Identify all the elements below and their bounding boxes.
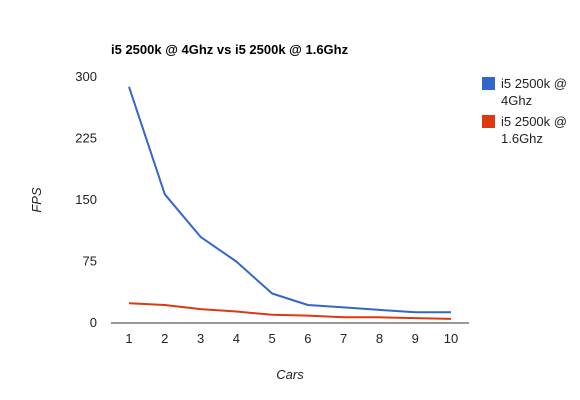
legend-swatch	[482, 115, 495, 128]
chart-title: i5 2500k @ 4Ghz vs i5 2500k @ 1.6Ghz	[111, 42, 349, 57]
legend-label: i5 2500k @	[501, 114, 567, 129]
x-tick-label: 7	[340, 331, 347, 346]
legend-label: i5 2500k @	[501, 76, 567, 91]
x-axis-label: Cars	[276, 367, 304, 382]
legend-label: 4Ghz	[501, 93, 532, 108]
y-tick-label: 0	[90, 315, 97, 330]
x-tick-label: 6	[304, 331, 311, 346]
legend: i5 2500k @ 4Ghz i5 2500k @ 1.6Ghz	[482, 76, 567, 146]
x-tick-label: 9	[412, 331, 419, 346]
series-line-1	[128, 86, 451, 314]
y-tick-label: 75	[83, 254, 97, 269]
y-tick-label: 150	[75, 192, 97, 207]
y-axis-ticks: 0 75 150 225 300	[75, 69, 97, 330]
y-tick-label: 225	[75, 131, 97, 146]
plot-area	[128, 86, 452, 320]
x-tick-label: 2	[161, 331, 168, 346]
legend-label: 1.6Ghz	[501, 131, 543, 146]
x-tick-label: 3	[197, 331, 204, 346]
legend-swatch	[482, 77, 495, 90]
y-axis-label: FPS	[29, 187, 44, 213]
y-tick-label: 300	[75, 69, 97, 84]
x-tick-label: 4	[233, 331, 240, 346]
x-tick-label: 10	[444, 331, 458, 346]
x-tick-label: 5	[268, 331, 275, 346]
x-axis-ticks: 1 2 3 4 5 6 7 8 9 10	[125, 331, 458, 346]
x-tick-label: 1	[125, 331, 132, 346]
x-tick-label: 8	[376, 331, 383, 346]
series-line-2	[128, 302, 452, 320]
